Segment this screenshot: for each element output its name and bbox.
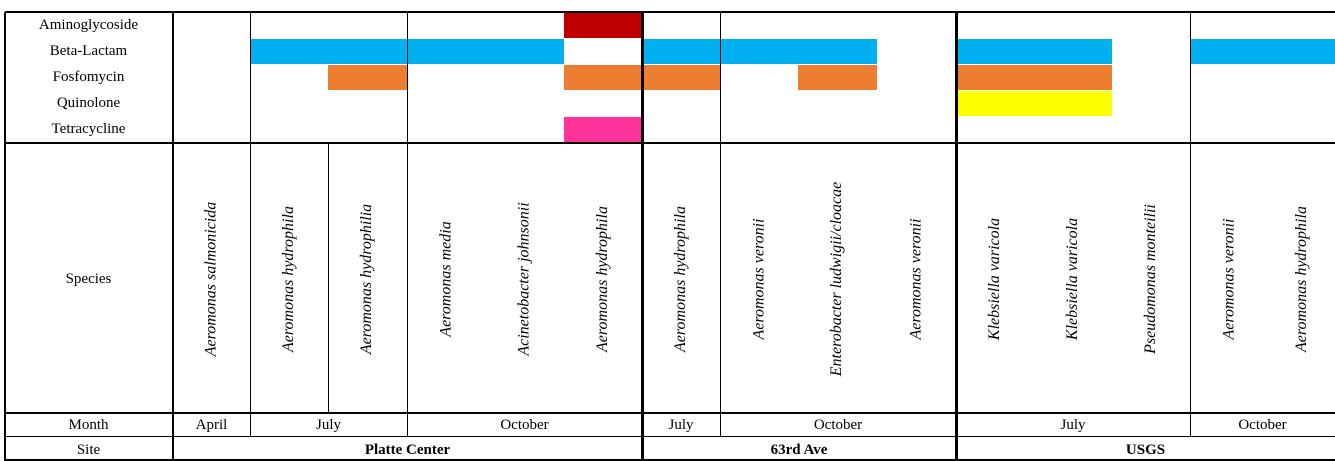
species-name: Aeromonas hydrophila bbox=[1292, 206, 1310, 352]
antibiotic-class-label: Fosfomycin bbox=[52, 69, 125, 85]
resistance-bar bbox=[1268, 39, 1335, 64]
species-cell: Enterobacter ludwigii/cloacae bbox=[798, 150, 877, 408]
species-cell: Klebsiella varicola bbox=[956, 150, 1034, 408]
month-label: October bbox=[1238, 417, 1287, 433]
species-name: Aeromonas media bbox=[437, 221, 455, 337]
resistance-bar bbox=[798, 39, 877, 64]
grid-line bbox=[641, 12, 644, 461]
grid-line bbox=[955, 12, 958, 461]
resistance-bar bbox=[564, 117, 642, 142]
grid-line bbox=[407, 12, 408, 436]
grid-line bbox=[5, 11, 1335, 13]
antibiotic-class-label: Aminoglycoside bbox=[38, 17, 139, 33]
resistance-bar bbox=[956, 91, 1034, 116]
species-cell: Aeromonas hydrophilia bbox=[328, 150, 407, 408]
species-name: Aeromonas veronii bbox=[907, 218, 925, 340]
month-label: October bbox=[813, 417, 863, 433]
grid-line bbox=[5, 142, 1335, 144]
species-cell: Aeromonas veronii bbox=[1190, 150, 1268, 408]
resistance-bar bbox=[328, 39, 407, 64]
species-cell: Aeromonas veronii bbox=[877, 150, 956, 408]
resistance-bar bbox=[250, 39, 328, 64]
resistance-bar bbox=[1034, 91, 1112, 116]
species-name: Enterobacter ludwigii/cloacae bbox=[828, 181, 846, 377]
month-label: October bbox=[500, 417, 549, 433]
species-cell: Aeromonas veronii bbox=[720, 150, 798, 408]
resistance-bar bbox=[798, 65, 877, 90]
month-label: July bbox=[668, 417, 694, 433]
resistance-bar bbox=[1034, 39, 1112, 64]
antibiotic-class-label: Quinolone bbox=[56, 95, 121, 111]
antibiotic-class-label: Tetracycline bbox=[51, 121, 126, 137]
species-name: Pseudomonas monteilii bbox=[1142, 204, 1160, 354]
site-label: 63rd Ave bbox=[770, 442, 828, 458]
species-name: Aeromonas hydrophila bbox=[672, 206, 690, 352]
species-cell: Pseudomonas monteilii bbox=[1112, 150, 1190, 408]
species-cell: Aeromonas hydrophila bbox=[250, 150, 328, 408]
grid-line bbox=[250, 12, 251, 436]
grid-line bbox=[172, 12, 174, 461]
grid-line bbox=[5, 412, 1335, 414]
species-name: Aeromonas salmonicida bbox=[202, 201, 220, 357]
site-label: USGS bbox=[1125, 442, 1166, 458]
site-label: Platte Center bbox=[364, 442, 451, 458]
species-name: Klebsiella varicola bbox=[986, 217, 1004, 341]
grid-line bbox=[4, 12, 6, 461]
resistance-bar bbox=[564, 65, 642, 90]
grid-line bbox=[1190, 12, 1191, 436]
species-cell: Acinetobacter johnsonii bbox=[486, 150, 564, 408]
grid-line bbox=[328, 143, 329, 413]
species-name: Aeromonas veronii bbox=[1220, 218, 1238, 340]
month-label: July bbox=[315, 417, 341, 433]
resistance-bar bbox=[642, 39, 720, 64]
species-cell: Klebsiella varicola bbox=[1034, 150, 1112, 408]
species-name: Acinetobacter johnsonii bbox=[516, 202, 533, 356]
resistance-bar bbox=[407, 39, 486, 64]
species-name: Aeromonas hydrophila bbox=[594, 206, 612, 352]
month-label: April bbox=[195, 417, 228, 433]
resistance-bar bbox=[486, 39, 564, 64]
resistance-bar bbox=[720, 39, 798, 64]
species-cell: Aeromonas hydrophila bbox=[1268, 150, 1335, 408]
resistance-bar bbox=[1034, 65, 1112, 90]
resistance-bar bbox=[956, 39, 1034, 64]
species-cell: Aeromonas hydrophila bbox=[564, 150, 642, 408]
month-row-label: Month bbox=[68, 417, 109, 433]
species-row-label: Species bbox=[65, 271, 112, 287]
species-name: Klebsiella varicola bbox=[1064, 217, 1082, 341]
resistance-bar bbox=[642, 65, 720, 90]
resistance-bar bbox=[564, 13, 642, 38]
species-cell: Aeromonas media bbox=[407, 150, 486, 408]
species-cell: Aeromonas hydrophila bbox=[642, 150, 720, 408]
species-cell: Aeromonas salmonicida bbox=[173, 150, 250, 408]
species-name: Aeromonas veronii bbox=[750, 218, 768, 340]
resistance-bar bbox=[956, 65, 1034, 90]
resistance-bar bbox=[1190, 39, 1268, 64]
antibiotic-class-label: Beta-Lactam bbox=[49, 43, 128, 59]
grid-line bbox=[720, 12, 721, 436]
species-name: Aeromonas hydrophilia bbox=[358, 203, 376, 355]
grid-line bbox=[5, 436, 1335, 437]
species-name: Aeromonas hydrophila bbox=[280, 206, 298, 352]
grid-line bbox=[5, 459, 1335, 461]
month-label: July bbox=[1060, 417, 1086, 433]
site-row-label: Site bbox=[76, 442, 101, 458]
resistance-bar bbox=[328, 65, 407, 90]
